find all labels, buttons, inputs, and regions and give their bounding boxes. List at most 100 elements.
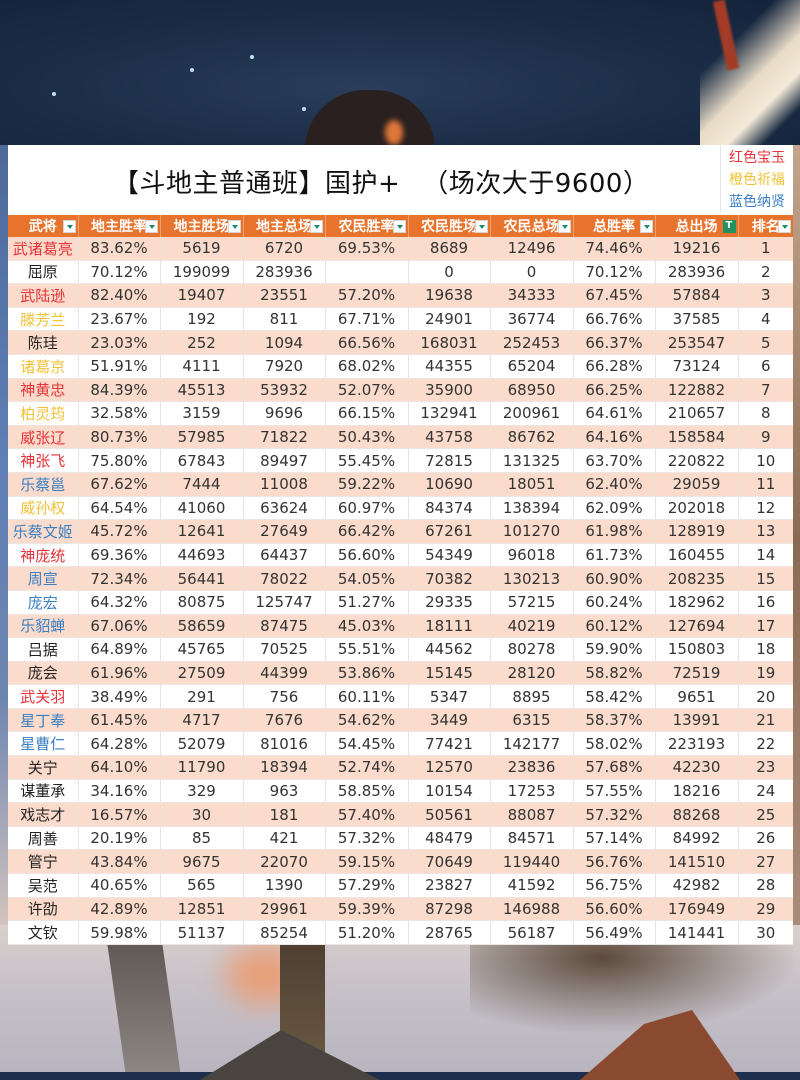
landlord-winrate-cell[interactable]: 43.84% [78,849,161,875]
table-row[interactable]: 管宁 43.84% 9675 22070 59.15% 70649 119440 56.76%… [8,849,793,875]
total-winrate-cell[interactable]: 67.45% [573,283,656,308]
total-winrate-cell[interactable]: 58.02% [573,731,656,757]
table-row[interactable]: 乐蔡文姬 45.72% 12641 27649 66.42% 67261 101270 61.… [8,519,793,544]
farmer-winrate-cell[interactable]: 52.07% [325,378,409,403]
landlord-wins-cell[interactable]: 41060 [160,496,244,521]
rank-cell[interactable]: 25 [738,802,793,827]
total-winrate-cell[interactable]: 58.37% [573,708,656,733]
farmer-wins-cell[interactable]: 28765 [408,920,491,945]
filter-dropdown-icon[interactable] [639,220,653,233]
landlord-total-cell[interactable]: 29961 [243,897,326,922]
farmer-winrate-cell[interactable]: 66.42% [325,519,409,544]
landlord-winrate-cell[interactable]: 20.19% [78,826,161,851]
farmer-wins-cell[interactable]: 54349 [408,543,491,568]
landlord-winrate-cell[interactable]: 64.28% [78,731,161,757]
farmer-winrate-cell[interactable]: 60.11% [325,684,409,709]
landlord-total-cell[interactable]: 63624 [243,496,326,521]
general-name-cell[interactable]: 许劭 [8,897,79,922]
total-winrate-cell[interactable]: 66.28% [573,354,656,379]
total-winrate-cell[interactable]: 56.76% [573,849,656,875]
farmer-wins-cell[interactable]: 72815 [408,448,491,473]
rank-cell[interactable]: 1 [738,237,793,261]
rank-cell[interactable]: 26 [738,826,793,851]
farmer-total-cell[interactable]: 12496 [490,237,574,261]
column-header-farmer-total[interactable]: 农民总场 [490,215,574,237]
total-winrate-cell[interactable]: 56.49% [573,920,656,945]
landlord-wins-cell[interactable]: 52079 [160,731,244,757]
farmer-total-cell[interactable]: 23836 [490,755,574,780]
total-games-cell[interactable]: 128919 [655,519,739,544]
total-games-cell[interactable]: 42982 [655,873,739,898]
general-name-cell[interactable]: 周宣 [8,566,79,591]
total-games-cell[interactable]: 9651 [655,684,739,709]
farmer-wins-cell[interactable]: 0 [408,260,491,285]
farmer-total-cell[interactable]: 252453 [490,330,574,355]
landlord-wins-cell[interactable]: 58659 [160,614,244,639]
farmer-winrate-cell[interactable]: 58.85% [325,779,409,804]
farmer-total-cell[interactable]: 41592 [490,873,574,898]
farmer-wins-cell[interactable]: 3449 [408,708,491,733]
general-name-cell[interactable]: 星曹仁 [8,731,79,757]
landlord-winrate-cell[interactable]: 64.32% [78,590,161,615]
landlord-total-cell[interactable]: 85254 [243,920,326,945]
landlord-total-cell[interactable]: 9696 [243,401,326,426]
landlord-winrate-cell[interactable]: 51.91% [78,354,161,379]
landlord-winrate-cell[interactable]: 38.49% [78,684,161,709]
total-winrate-cell[interactable]: 62.40% [573,472,656,497]
farmer-winrate-cell[interactable]: 57.40% [325,802,409,827]
landlord-wins-cell[interactable]: 4717 [160,708,244,733]
table-row[interactable]: 星曹仁 64.28% 52079 81016 54.45% 77421 142177 58.0… [8,731,793,757]
table-row[interactable]: 戏志才 16.57% 30 181 57.40% 50561 88087 57.32% 8826… [8,802,793,827]
landlord-winrate-cell[interactable]: 34.16% [78,779,161,804]
farmer-wins-cell[interactable]: 43758 [408,425,491,450]
farmer-winrate-cell[interactable]: 53.86% [325,661,409,686]
total-winrate-cell[interactable]: 66.76% [573,307,656,332]
farmer-total-cell[interactable]: 36774 [490,307,574,332]
general-name-cell[interactable]: 柏灵筠 [8,401,79,426]
landlord-wins-cell[interactable]: 19407 [160,283,244,308]
total-games-cell[interactable]: 84992 [655,826,739,851]
farmer-wins-cell[interactable]: 23827 [408,873,491,898]
column-header-total-winrate[interactable]: 总胜率 [573,215,656,237]
total-winrate-cell[interactable]: 63.70% [573,448,656,473]
landlord-winrate-cell[interactable]: 61.45% [78,708,161,733]
general-name-cell[interactable]: 管宁 [8,849,79,875]
farmer-winrate-cell[interactable]: 56.60% [325,543,409,568]
farmer-total-cell[interactable]: 84571 [490,826,574,851]
table-row[interactable]: 乐貂蝉 67.06% 58659 87475 45.03% 18111 40219 60.12… [8,614,793,639]
filter-dropdown-icon[interactable] [309,220,323,233]
general-name-cell[interactable]: 威张辽 [8,425,79,450]
total-winrate-cell[interactable]: 60.24% [573,590,656,615]
total-winrate-cell[interactable]: 57.55% [573,779,656,804]
total-games-cell[interactable]: 176949 [655,897,739,922]
landlord-winrate-cell[interactable]: 83.62% [78,237,161,261]
landlord-total-cell[interactable]: 963 [243,779,326,804]
total-games-cell[interactable]: 223193 [655,731,739,757]
landlord-wins-cell[interactable]: 3159 [160,401,244,426]
total-games-cell[interactable]: 57884 [655,283,739,308]
farmer-winrate-cell[interactable]: 57.20% [325,283,409,308]
column-header-rank[interactable]: 排名 [738,215,793,237]
landlord-total-cell[interactable]: 7676 [243,708,326,733]
total-games-cell[interactable]: 42230 [655,755,739,780]
farmer-winrate-cell[interactable]: 59.39% [325,897,409,922]
landlord-wins-cell[interactable]: 56441 [160,566,244,591]
farmer-wins-cell[interactable]: 15145 [408,661,491,686]
farmer-wins-cell[interactable]: 10154 [408,779,491,804]
farmer-total-cell[interactable]: 56187 [490,920,574,945]
landlord-total-cell[interactable]: 70525 [243,637,326,662]
rank-cell[interactable]: 11 [738,472,793,497]
farmer-winrate-cell[interactable]: 66.15% [325,401,409,426]
column-header-general[interactable]: 武将 [8,215,79,237]
landlord-winrate-cell[interactable]: 84.39% [78,378,161,403]
total-games-cell[interactable]: 122882 [655,378,739,403]
total-games-cell[interactable]: 29059 [655,472,739,497]
farmer-winrate-cell[interactable]: 69.53% [325,237,409,261]
landlord-winrate-cell[interactable]: 45.72% [78,519,161,544]
farmer-total-cell[interactable]: 40219 [490,614,574,639]
farmer-wins-cell[interactable]: 87298 [408,897,491,922]
column-header-farmer-winrate[interactable]: 农民胜率 [325,215,409,237]
landlord-total-cell[interactable]: 1094 [243,330,326,355]
landlord-wins-cell[interactable]: 51137 [160,920,244,945]
total-winrate-cell[interactable]: 60.12% [573,614,656,639]
